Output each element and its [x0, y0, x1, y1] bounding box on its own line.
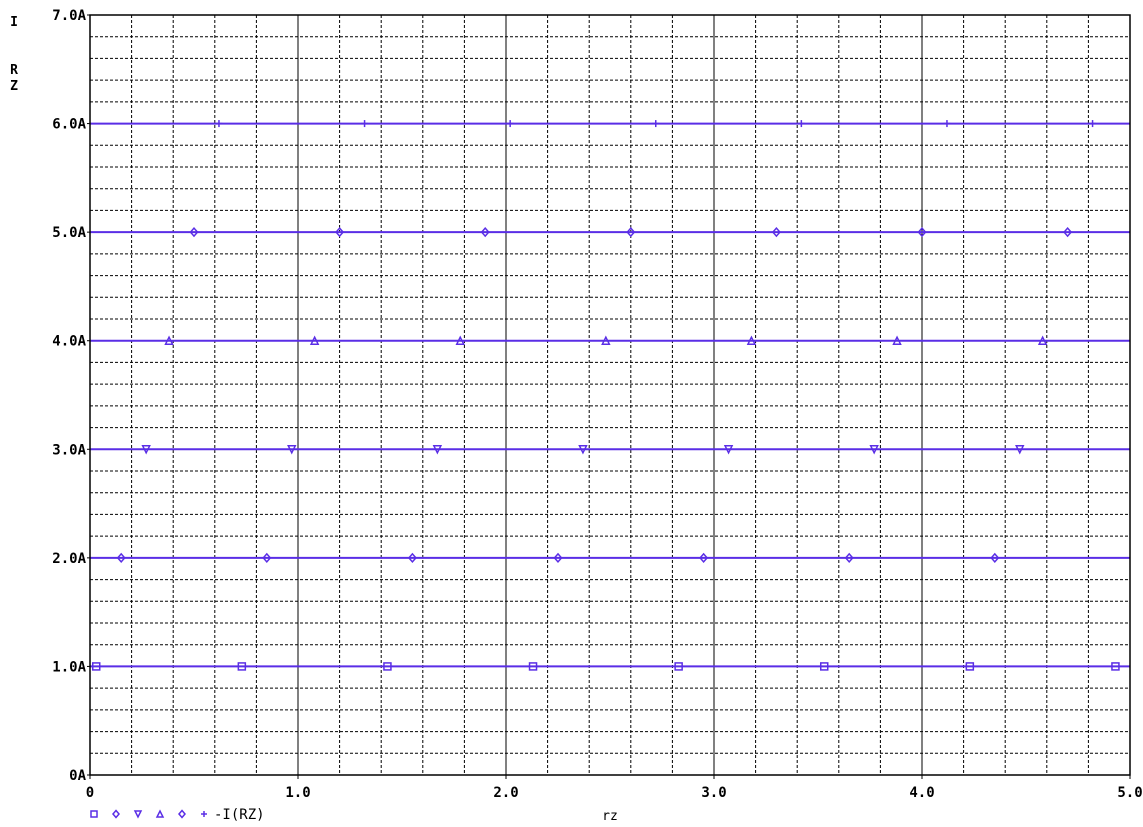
marker-plus — [215, 120, 223, 128]
marker-square — [91, 662, 101, 671]
marker-diamond — [116, 552, 126, 563]
marker-triangle-down — [723, 445, 734, 455]
x-tick-label: 5.0 — [1117, 785, 1142, 801]
marker-plus — [943, 120, 951, 128]
marker-triangle-down — [578, 445, 588, 455]
series-1 — [90, 662, 1130, 671]
x-tick-labels: 0 1.0 2.0 3.0 4.0 5.0 — [86, 775, 1143, 801]
x-tick-label: 4.0 — [909, 785, 934, 801]
x-axis-label: rz — [602, 809, 618, 824]
marker-plus — [361, 120, 369, 128]
major-grid — [90, 15, 1130, 775]
marker-triangle-down — [133, 810, 143, 819]
marker-diamond — [990, 552, 1000, 563]
x-tick-label: 0 — [86, 785, 94, 801]
marker-diamond — [626, 227, 636, 238]
marker-triangle-up — [155, 809, 165, 818]
marker-diamond — [189, 227, 199, 238]
marker-diamond — [262, 552, 272, 563]
marker-triangle-up — [601, 335, 611, 345]
y-tick-label: 2.0A — [52, 551, 86, 567]
marker-square — [819, 662, 829, 671]
marker-square — [1111, 662, 1120, 671]
marker-plus — [1089, 120, 1097, 128]
marker-square — [90, 810, 98, 818]
marker-diamond — [112, 809, 120, 819]
y-tick-label: 5.0A — [52, 225, 86, 241]
marker-triangle-down — [869, 445, 879, 455]
marker-square — [237, 662, 247, 671]
marker-square — [965, 662, 975, 671]
y-axis-label-char: I — [10, 15, 18, 30]
marker-diamond — [844, 552, 854, 563]
y-tick-label: 0A — [69, 768, 86, 784]
y-tick-label: 7.0A — [52, 8, 86, 24]
marker-square — [674, 662, 683, 671]
y-tick-label: 1.0A — [52, 659, 86, 675]
y-tick-label: 6.0A — [52, 117, 86, 133]
series-4 — [90, 335, 1130, 345]
marker-plus — [506, 120, 514, 128]
marker-diamond — [480, 227, 490, 238]
legend: -I(RZ) — [90, 807, 265, 823]
marker-triangle-up — [1037, 335, 1048, 345]
marker-triangle-up — [455, 335, 465, 345]
y-tick-label: 3.0A — [52, 442, 86, 458]
marker-triangle-up — [309, 335, 320, 345]
y-axis-label: I RZ — [10, 15, 18, 94]
marker-triangle-up — [746, 335, 757, 345]
marker-plus — [652, 120, 660, 128]
series-layer — [90, 120, 1130, 671]
plot-frame — [89, 14, 1131, 776]
series-5 — [90, 227, 1130, 238]
marker-diamond — [771, 227, 781, 238]
x-tick-label: 1.0 — [285, 785, 310, 801]
marker-triangle-down — [432, 445, 443, 455]
marker-triangle-down — [287, 445, 297, 455]
marker-diamond — [917, 227, 927, 238]
marker-diamond — [553, 552, 563, 563]
marker-square — [383, 662, 392, 671]
marker-square — [528, 662, 538, 671]
y-tick-labels: 0A 1.0A 2.0A 3.0A 4.0A 5.0A 6.0A 7.0A — [52, 8, 90, 784]
marker-plus — [201, 811, 207, 817]
marker-diamond — [407, 552, 417, 563]
marker-diamond — [178, 809, 186, 819]
series-6 — [90, 120, 1130, 128]
series-3 — [90, 445, 1130, 455]
x-tick-label: 3.0 — [701, 785, 726, 801]
y-tick-label: 4.0A — [52, 334, 86, 350]
y-axis-label-char: Z — [10, 79, 18, 94]
marker-triangle-down — [1015, 445, 1025, 455]
marker-triangle-up — [164, 335, 174, 345]
marker-plus — [797, 120, 805, 128]
legend-label: -I(RZ) — [214, 807, 265, 823]
marker-triangle-up — [892, 335, 902, 345]
marker-diamond — [335, 227, 345, 238]
minor-grid — [90, 15, 1130, 775]
marker-diamond — [1063, 227, 1073, 238]
x-tick-label: 2.0 — [493, 785, 518, 801]
marker-triangle-down — [141, 445, 151, 455]
marker-diamond — [699, 552, 709, 563]
series-2 — [90, 552, 1130, 563]
y-axis-label-char: R — [10, 63, 18, 78]
